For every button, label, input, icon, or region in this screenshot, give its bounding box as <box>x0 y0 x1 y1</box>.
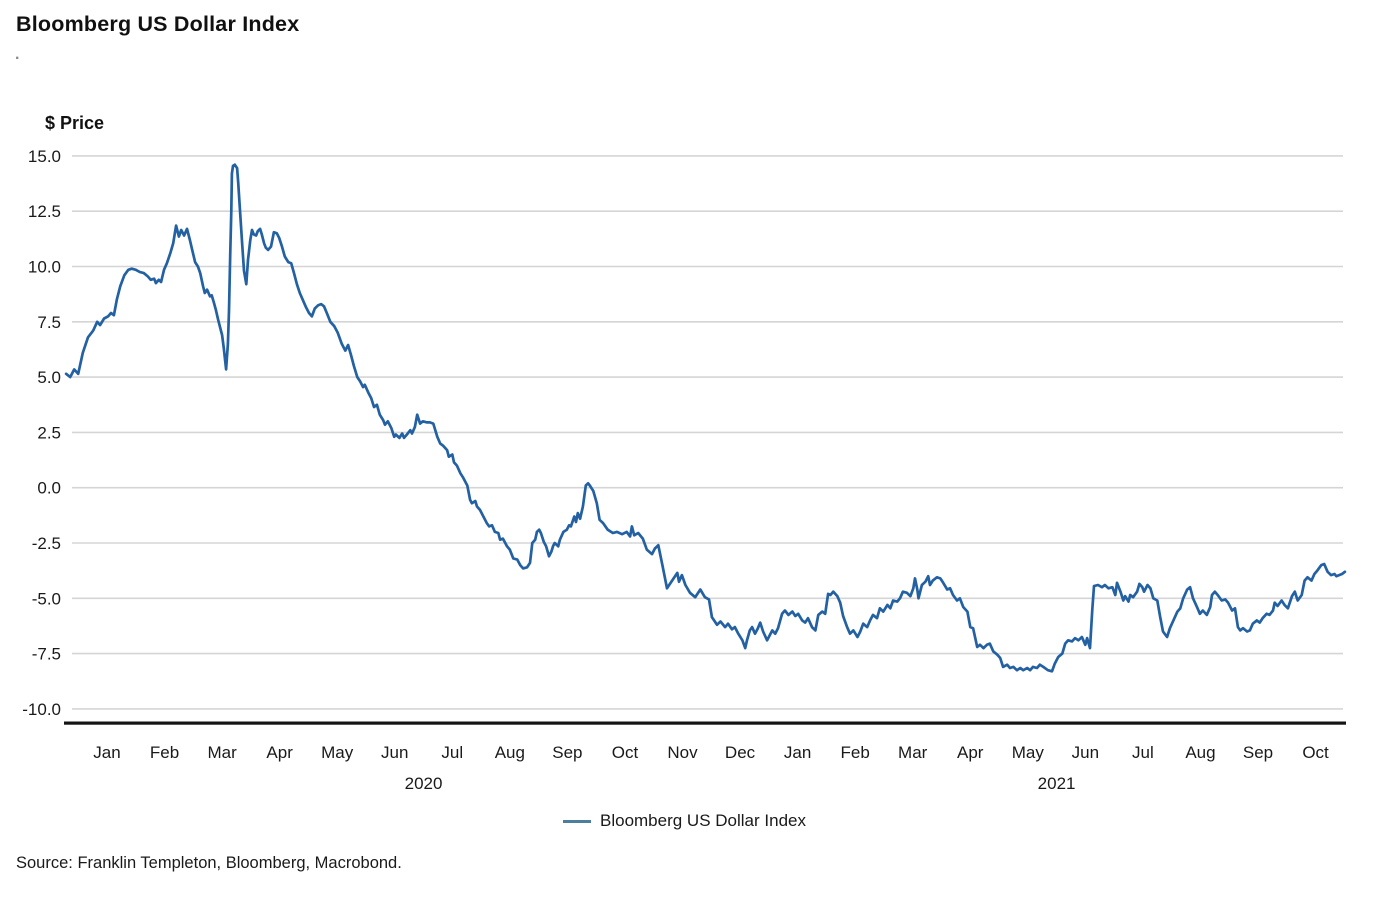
svg-text:Jul: Jul <box>1132 743 1154 762</box>
svg-text:Jan: Jan <box>93 743 120 762</box>
svg-text:Sep: Sep <box>552 743 582 762</box>
svg-text:Apr: Apr <box>957 743 984 762</box>
source-note: Source: Franklin Templeton, Bloomberg, M… <box>16 854 402 872</box>
x-tick-labels: Jan Feb Mar Apr May Jun Jul Aug Sep Oct Nov Dec Jan F… <box>93 743 1329 762</box>
svg-text:Feb: Feb <box>841 743 870 762</box>
svg-text:2020: 2020 <box>405 774 443 793</box>
svg-text:May: May <box>321 743 354 762</box>
svg-text:Oct: Oct <box>612 743 639 762</box>
legend-line-swatch <box>563 819 591 823</box>
svg-text:2.5: 2.5 <box>37 423 61 442</box>
svg-text:-2.5: -2.5 <box>32 534 61 553</box>
svg-text:-7.5: -7.5 <box>32 645 61 664</box>
svg-text:5.0: 5.0 <box>37 368 61 387</box>
svg-text:Mar: Mar <box>207 743 237 762</box>
svg-text:Sep: Sep <box>1243 743 1273 762</box>
svg-text:Feb: Feb <box>150 743 179 762</box>
svg-text:Nov: Nov <box>667 743 698 762</box>
svg-text:Aug: Aug <box>495 743 525 762</box>
svg-text:7.5: 7.5 <box>37 313 61 332</box>
y-tick-labels: 15.0 12.5 10.0 7.5 5.0 2.5 0.0 -2.5 -5.0 -7.5 -10.… <box>22 147 61 719</box>
svg-text:Mar: Mar <box>898 743 928 762</box>
svg-text:10.0: 10.0 <box>28 258 61 277</box>
svg-text:Jan: Jan <box>784 743 811 762</box>
subtitle-dot: . <box>15 46 20 63</box>
year-labels: 2020 2021 <box>405 774 1076 793</box>
x-axis-baseline <box>64 721 1346 725</box>
svg-text:-10.0: -10.0 <box>22 700 61 719</box>
svg-text:Jun: Jun <box>381 743 408 762</box>
svg-text:Dec: Dec <box>725 743 756 762</box>
svg-text:Apr: Apr <box>266 743 293 762</box>
svg-text:May: May <box>1012 743 1045 762</box>
svg-text:12.5: 12.5 <box>28 202 61 221</box>
page-title: Bloomberg US Dollar Index <box>16 12 300 36</box>
y-axis-title: $ Price <box>45 113 105 133</box>
svg-text:Oct: Oct <box>1302 743 1329 762</box>
svg-text:2021: 2021 <box>1038 774 1076 793</box>
svg-text:15.0: 15.0 <box>28 147 61 166</box>
svg-text:0.0: 0.0 <box>37 479 61 498</box>
svg-text:-5.0: -5.0 <box>32 589 61 608</box>
svg-text:Aug: Aug <box>1185 743 1215 762</box>
svg-text:Jul: Jul <box>441 743 463 762</box>
svg-text:Jun: Jun <box>1072 743 1099 762</box>
legend: Bloomberg US Dollar Index <box>563 811 806 831</box>
legend-label: Bloomberg US Dollar Index <box>600 811 806 830</box>
series-line <box>64 163 1347 673</box>
